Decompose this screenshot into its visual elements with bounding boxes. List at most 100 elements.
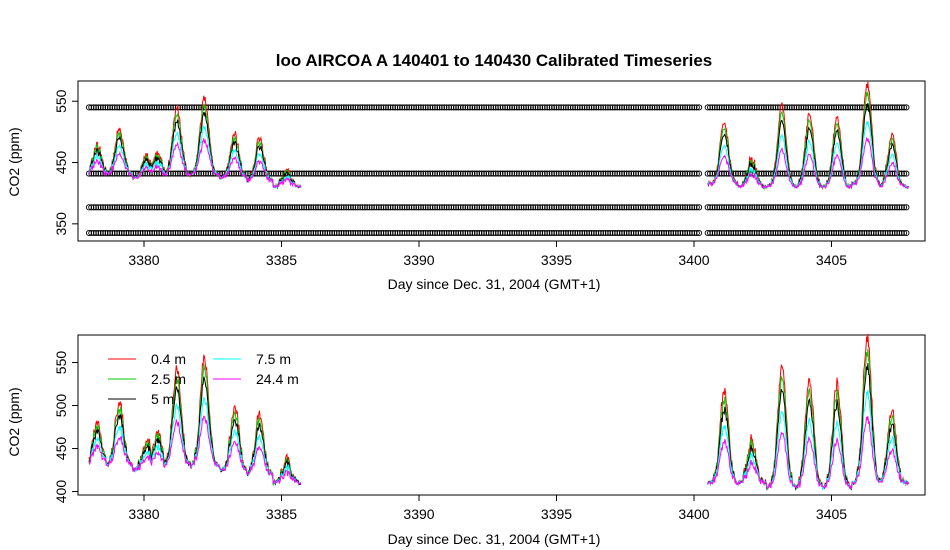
bottom-plot-data	[88, 333, 909, 491]
marker-point	[572, 104, 579, 111]
marker-point	[548, 104, 555, 111]
marker-point	[721, 204, 728, 211]
marker-point	[417, 204, 424, 211]
marker-point	[707, 104, 714, 111]
marker-point	[868, 229, 875, 237]
marker-point	[858, 229, 866, 237]
marker-point	[530, 229, 537, 237]
marker-point	[667, 170, 675, 177]
marker-point	[357, 104, 364, 111]
marker-point	[146, 229, 153, 237]
marker-point	[163, 229, 170, 237]
marker-point	[99, 229, 107, 237]
marker-point	[651, 104, 658, 111]
marker-point	[385, 170, 392, 177]
marker-point	[821, 204, 828, 211]
marker-point	[600, 229, 607, 237]
marker-point	[424, 204, 431, 211]
marker-point	[272, 204, 280, 211]
marker-point	[837, 229, 845, 237]
marker-point	[800, 204, 807, 211]
marker-point	[272, 170, 280, 177]
marker-point	[567, 170, 574, 177]
marker-point	[403, 170, 410, 177]
marker-point	[219, 104, 226, 111]
marker-point	[562, 204, 569, 211]
marker-point	[132, 229, 139, 237]
marker-point	[366, 204, 373, 211]
marker-point	[854, 229, 861, 237]
marker-point	[485, 229, 492, 237]
marker-point	[177, 204, 184, 211]
marker-point	[882, 104, 889, 111]
bottom-x-tick-label: 3380	[128, 506, 159, 522]
marker-point	[242, 204, 249, 211]
marker-point	[249, 204, 256, 211]
marker-point	[840, 229, 847, 237]
marker-point	[394, 204, 401, 211]
top-y-tick-label: 350	[53, 212, 69, 236]
marker-point	[310, 104, 317, 111]
marker-point	[497, 204, 504, 211]
marker-point	[256, 204, 263, 211]
marker-point	[478, 204, 485, 211]
marker-point	[261, 229, 268, 237]
marker-point	[170, 104, 177, 111]
marker-point	[541, 229, 548, 237]
marker-point	[322, 229, 329, 237]
marker-point	[693, 229, 700, 237]
marker-point	[165, 229, 172, 237]
marker-point	[308, 229, 315, 237]
marker-point	[392, 170, 399, 177]
marker-point	[361, 204, 368, 211]
marker-point	[884, 104, 891, 111]
marker-point	[104, 204, 111, 211]
marker-point	[237, 204, 244, 211]
marker-point	[233, 170, 240, 177]
marker-point	[237, 229, 244, 237]
marker-point	[506, 104, 513, 111]
marker-point	[205, 170, 212, 177]
marker-point	[679, 104, 686, 111]
marker-point	[128, 229, 135, 237]
marker-point	[539, 204, 546, 211]
marker-point	[209, 204, 216, 211]
marker-point	[401, 229, 408, 237]
marker-point	[656, 229, 663, 237]
marker-point	[611, 170, 618, 177]
marker-point	[186, 104, 193, 111]
marker-point	[686, 104, 693, 111]
marker-point	[436, 204, 443, 211]
bottom-x-tick-label: 3400	[678, 506, 709, 522]
marker-point	[639, 204, 647, 211]
marker-point	[296, 229, 303, 237]
marker-point	[551, 204, 558, 211]
marker-point	[604, 170, 611, 177]
marker-point	[616, 229, 623, 237]
marker-point	[282, 229, 289, 237]
marker-point	[623, 229, 630, 237]
marker-point	[819, 204, 826, 211]
marker-point	[779, 170, 786, 177]
marker-point	[569, 104, 576, 111]
marker-point	[142, 104, 149, 111]
marker-point	[427, 204, 434, 211]
marker-point	[534, 204, 541, 211]
marker-point	[534, 170, 541, 177]
marker-point	[301, 204, 308, 211]
marker-point	[889, 229, 896, 237]
marker-point	[602, 104, 609, 111]
marker-point	[882, 229, 889, 237]
marker-point	[499, 229, 506, 237]
marker-point	[602, 204, 609, 211]
marker-point	[298, 204, 305, 211]
marker-point	[805, 229, 812, 237]
marker-point	[889, 204, 896, 211]
marker-point	[343, 104, 350, 111]
marker-point	[333, 204, 340, 211]
marker-point	[672, 170, 679, 177]
marker-point	[212, 229, 219, 237]
marker-point	[814, 229, 821, 237]
marker-point	[718, 104, 725, 111]
marker-point	[751, 104, 758, 111]
